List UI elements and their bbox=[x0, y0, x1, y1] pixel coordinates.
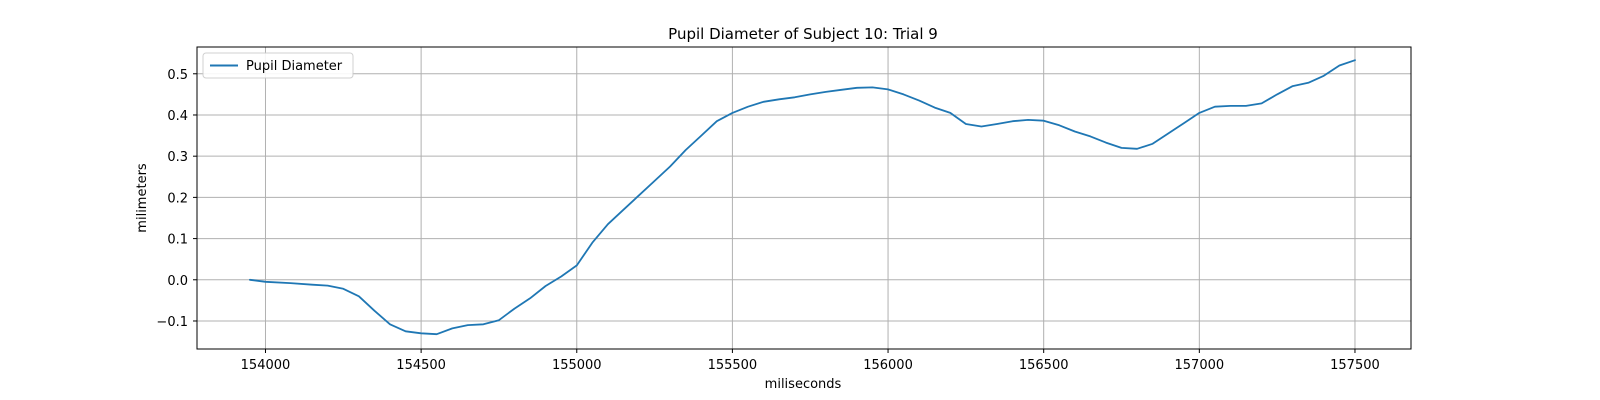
y-axis-title: milimeters bbox=[135, 163, 150, 233]
y-tick-label: 0.2 bbox=[167, 191, 188, 206]
y-tick-label: 0.3 bbox=[167, 150, 188, 165]
y-tick-label: 0.5 bbox=[167, 68, 188, 83]
x-axis-title: miliseconds bbox=[765, 377, 842, 392]
y-tick-label: 0.1 bbox=[167, 233, 188, 248]
grid bbox=[197, 47, 1411, 349]
y-tick-label: 0.4 bbox=[167, 109, 188, 124]
plot-area bbox=[248, 59, 1356, 336]
x-tick-label: 156000 bbox=[863, 358, 913, 373]
x-tick-label: 155000 bbox=[552, 358, 602, 373]
x-tick-label: 154000 bbox=[241, 358, 291, 373]
plot-frame bbox=[196, 46, 1412, 350]
chart-title: Pupil Diameter of Subject 10: Trial 9 bbox=[668, 25, 938, 43]
legend: Pupil Diameter bbox=[202, 52, 354, 79]
y-tick-label: 0.0 bbox=[167, 274, 188, 289]
series-line-pupil-diameter bbox=[248, 59, 1356, 336]
axis-ticks: 154000 154500 155000 155500 156000 156500 1570… bbox=[156, 68, 1379, 373]
x-tick-label: 157000 bbox=[1175, 358, 1225, 373]
x-tick-label: 157500 bbox=[1330, 358, 1380, 373]
y-tick-label: −0.1 bbox=[156, 315, 188, 330]
x-tick-label: 155500 bbox=[708, 358, 758, 373]
x-tick-label: 156500 bbox=[1019, 358, 1069, 373]
legend-box bbox=[202, 52, 354, 79]
legend-label: Pupil Diameter bbox=[246, 59, 343, 74]
x-tick-label: 154500 bbox=[396, 358, 446, 373]
